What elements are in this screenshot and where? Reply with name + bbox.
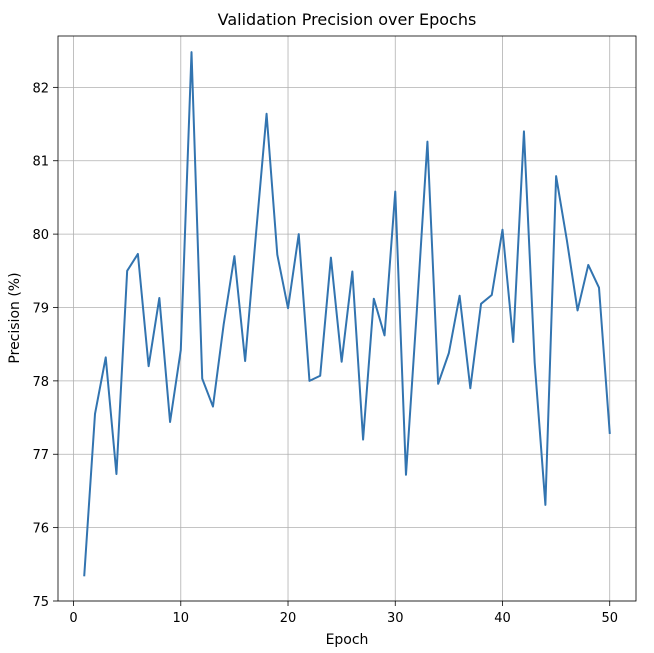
y-tick-label: 80 — [32, 228, 49, 243]
y-tick-label: 76 — [32, 522, 49, 537]
series-line — [83, 51, 611, 577]
y-tick-label: 81 — [32, 155, 49, 170]
y-tick-label: 79 — [32, 301, 49, 316]
axes-frame — [57, 35, 637, 602]
y-tick-label: 82 — [32, 81, 49, 96]
y-tick-label: 77 — [32, 448, 49, 463]
x-axis-label: Epoch — [326, 632, 369, 648]
x-tick-label: 30 — [387, 611, 404, 626]
x-tick-label: 50 — [601, 611, 618, 626]
y-axis-label: Precision (%) — [7, 272, 23, 363]
y-tick-label: 78 — [32, 375, 49, 390]
y-axis-ticks: 75 76 77 78 79 80 81 82 — [32, 81, 58, 610]
grid — [58, 36, 636, 602]
plot-frame — [57, 35, 637, 602]
chart-title: Validation Precision over Epochs — [218, 10, 477, 29]
x-tick-label: 40 — [494, 611, 511, 626]
series-layer — [83, 51, 611, 577]
x-tick-label: 20 — [280, 611, 297, 626]
x-tick-label: 0 — [69, 611, 77, 626]
y-tick-label: 75 — [32, 595, 49, 610]
x-tick-label: 10 — [173, 611, 190, 626]
x-axis-ticks: 0 10 20 30 40 50 — [69, 601, 618, 626]
